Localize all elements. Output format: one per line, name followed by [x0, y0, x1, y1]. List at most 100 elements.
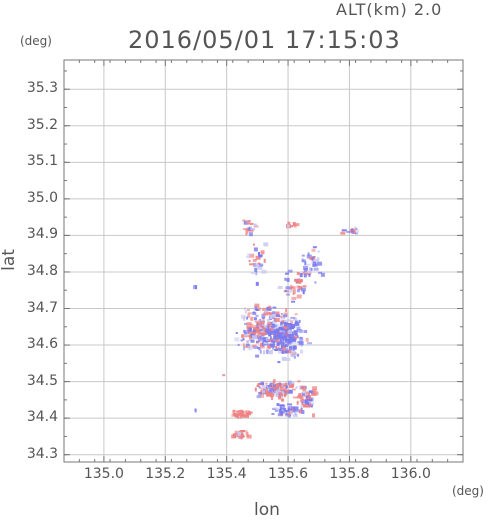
- echo-cell: [287, 386, 290, 391]
- echo-cell: [255, 309, 260, 311]
- echo-cell: [279, 340, 285, 345]
- echo-cell: [256, 384, 260, 387]
- echo-cell: [243, 346, 246, 351]
- echo-cell: [237, 343, 240, 346]
- echo-cell: [312, 388, 317, 392]
- echo-cell: [286, 293, 291, 296]
- echo-cell: [355, 227, 358, 230]
- echo-cell: [300, 405, 304, 407]
- echo-cell: [252, 311, 257, 315]
- echo-cell: [261, 313, 266, 318]
- echo-cell: [282, 335, 288, 340]
- x-unit-label: (deg): [452, 484, 484, 498]
- echo-cell: [275, 390, 279, 395]
- echo-cell: [277, 323, 280, 327]
- echo-cell: [248, 229, 254, 232]
- echo-cell: [293, 224, 297, 228]
- echo-cell: [263, 258, 266, 263]
- echo-cell: [244, 414, 249, 418]
- echo-cell: [283, 408, 287, 411]
- echo-cell: [260, 326, 265, 329]
- echo-cell: [261, 342, 264, 347]
- echo-cell: [244, 322, 247, 325]
- echo-cell: [294, 409, 300, 413]
- echo-cell: [261, 269, 267, 274]
- echo-cell: [298, 330, 303, 333]
- echo-cell: [265, 328, 271, 333]
- echo-cell: [275, 338, 280, 343]
- echo-cell: [289, 405, 293, 410]
- y-tick-label: 34.7: [26, 299, 58, 316]
- echo-cell: [250, 339, 255, 343]
- echo-cell: [242, 413, 246, 417]
- echo-cell: [287, 408, 290, 413]
- echo-cell: [300, 407, 303, 411]
- echo-cell: [279, 392, 284, 397]
- echo-cell: [353, 229, 356, 233]
- echo-cell: [264, 324, 267, 328]
- echo-cell: [278, 335, 284, 339]
- echo-cell: [256, 395, 261, 399]
- echo-cell: [280, 411, 284, 415]
- echo-cell: [287, 334, 291, 336]
- echo-cell: [299, 409, 303, 414]
- echo-cell: [287, 221, 291, 225]
- echo-cell: [262, 321, 265, 325]
- echo-cell: [263, 242, 269, 247]
- echo-cell: [274, 409, 278, 412]
- echo-cell: [318, 271, 322, 274]
- echo-cell: [279, 387, 282, 392]
- echo-cell: [268, 312, 273, 316]
- echo-cell: [258, 327, 262, 330]
- echo-cell: [295, 386, 298, 389]
- echo-cell: [354, 232, 358, 235]
- x-tick-label: 135.6: [268, 466, 309, 482]
- echo-cell: [308, 267, 311, 272]
- echo-cell: [282, 386, 286, 389]
- echo-cell: [272, 384, 276, 387]
- echo-cell: [285, 308, 288, 313]
- echo-cell: [304, 402, 308, 405]
- echo-cell: [259, 336, 262, 339]
- echo-cell: [286, 411, 289, 414]
- echo-cell: [293, 330, 298, 333]
- echo-cell: [272, 408, 275, 410]
- echo-cell: [312, 246, 317, 249]
- echo-cell: [306, 271, 312, 274]
- echo-cell: [291, 327, 295, 330]
- echo-cell: [274, 349, 279, 351]
- echo-cell: [266, 306, 272, 311]
- echo-cell: [266, 388, 268, 393]
- echo-cell: [320, 272, 325, 277]
- echo-cell: [290, 316, 296, 319]
- echo-cell: [258, 386, 261, 389]
- echo-cell: [307, 342, 312, 345]
- echo-cell: [284, 277, 287, 281]
- x-tick-label: 135.4: [206, 466, 247, 482]
- x-tick-label: 135.2: [145, 466, 186, 482]
- echo-cell: [285, 286, 291, 290]
- echo-cell: [277, 408, 281, 412]
- echo-cell: [300, 279, 303, 283]
- echo-cell: [274, 383, 278, 386]
- echo-cell: [309, 267, 313, 271]
- echo-cell: [258, 347, 261, 350]
- echo-cell: [233, 410, 236, 412]
- echo-cell: [291, 336, 295, 340]
- echo-cell: [281, 398, 285, 402]
- echo-cell: [301, 398, 305, 401]
- echo-cell: [252, 329, 256, 333]
- echo-cell: [245, 343, 250, 347]
- echo-cell: [253, 247, 258, 252]
- echo-cell: [280, 337, 285, 340]
- altitude-label: ALT(km) 2.0: [336, 0, 443, 19]
- echo-cell: [290, 284, 293, 288]
- echo-cell: [281, 346, 286, 351]
- echo-cell: [299, 385, 302, 390]
- echo-cell: [258, 254, 263, 258]
- y-tick-label: 35.0: [26, 189, 58, 206]
- x-tick-label: 135.0: [83, 466, 124, 482]
- echo-cell: [277, 286, 283, 289]
- echo-cell: [246, 256, 250, 258]
- y-unit-label: (deg): [20, 34, 52, 48]
